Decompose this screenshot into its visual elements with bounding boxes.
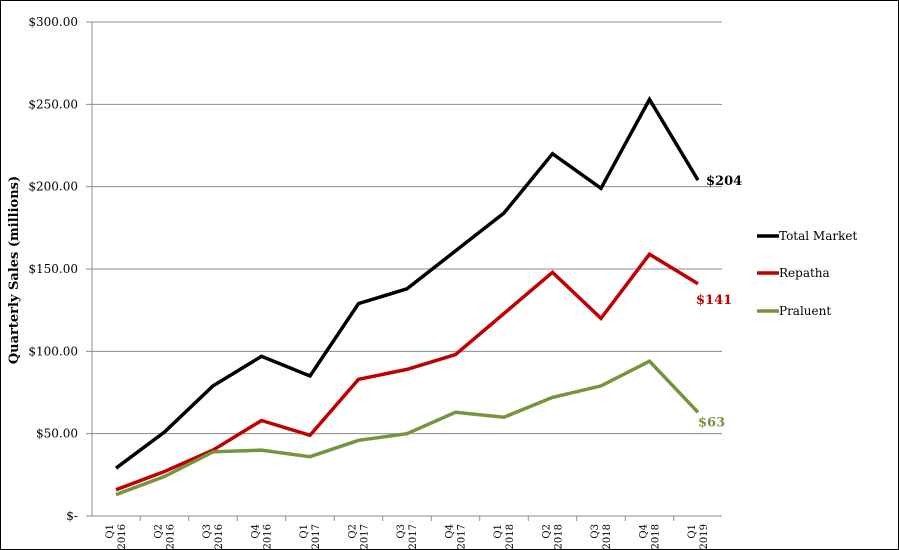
- x-tick-label: Q2 2017: [348, 524, 371, 549]
- legend-item: Praluent: [757, 304, 831, 318]
- series-line-total-market: [114, 95, 700, 470]
- x-tick-quarter: Q4: [639, 524, 650, 539]
- x-tick-quarter: Q1: [105, 524, 116, 539]
- y-tick-label: $50.00: [36, 427, 78, 441]
- x-tick-year: 2016: [214, 524, 225, 549]
- legend-item: Repatha: [757, 266, 830, 280]
- x-tick-label: Q3 2017: [396, 524, 419, 549]
- x-tick-label: Q4 2016: [251, 524, 274, 549]
- x-tick-year: 2019: [699, 524, 710, 549]
- x-tick-quarter: Q1: [687, 524, 698, 539]
- x-tick-year: 2018: [651, 524, 662, 549]
- x-tick-quarter: Q3: [396, 524, 407, 539]
- y-tick-label: $300.00: [28, 15, 78, 29]
- x-tick-year: 2018: [505, 524, 516, 549]
- y-axis-ticks: $- $50.00 $100.00 $150.00 $200.00 $250.00 $300…: [28, 15, 78, 523]
- x-tick-quarter: Q1: [493, 524, 504, 539]
- y-axis-title: Quarterly Sales (millions): [7, 176, 22, 364]
- x-tick-year: 2016: [166, 524, 177, 549]
- y-tick-label: $250.00: [28, 97, 78, 111]
- x-tick-quarter: Q2: [348, 524, 359, 539]
- gridlines: [92, 21, 722, 435]
- x-tick-quarter: Q3: [202, 524, 213, 539]
- series-line-praluent: [115, 359, 700, 497]
- legend-label: Total Market: [779, 229, 857, 243]
- y-tick-label: $-: [66, 509, 78, 523]
- x-tick-quarter: Q2: [154, 524, 165, 539]
- end-value-label: $204: [706, 174, 742, 189]
- x-tick-year: 2017: [457, 524, 468, 549]
- x-tick-label: Q4 2018: [639, 524, 662, 549]
- x-tick-year: 2016: [117, 524, 128, 549]
- x-tick-label: Q3 2016: [202, 524, 225, 549]
- y-tick-label: $100.00: [28, 344, 78, 358]
- x-tick-label: Q4 2017: [445, 524, 468, 549]
- axes: [86, 21, 722, 521]
- legend: Total Market Repatha Praluent: [757, 229, 857, 318]
- x-tick-label: Q1 2017: [299, 524, 322, 549]
- x-tick-label: Q3 2018: [590, 524, 613, 549]
- series-lines: [114, 95, 700, 497]
- x-tick-year: 2018: [554, 524, 565, 549]
- x-tick-quarter: Q3: [590, 524, 601, 539]
- x-tick-year: 2017: [360, 524, 371, 549]
- legend-label: Repatha: [779, 266, 830, 280]
- end-labels: $204 $141 $63: [696, 174, 742, 430]
- end-value-label: $63: [698, 415, 725, 430]
- x-tick-year: 2016: [263, 524, 274, 549]
- x-tick-year: 2017: [311, 524, 322, 549]
- x-tick-quarter: Q2: [542, 524, 553, 539]
- x-tick-quarter: Q4: [251, 524, 262, 539]
- legend-label: Praluent: [779, 304, 831, 318]
- x-tick-quarter: Q1: [299, 524, 310, 539]
- legend-item: Total Market: [757, 229, 857, 243]
- x-tick-label: Q1 2019: [687, 524, 710, 549]
- x-tick-label: Q2 2016: [154, 524, 177, 549]
- y-tick-label: $150.00: [28, 262, 78, 276]
- x-tick-label: Q1 2016: [105, 524, 128, 549]
- x-axis-ticks: Q1 2016 Q2 2016 Q3 2016 Q4 2016 Q1 2017 Q2 2017 Q3 20…: [105, 524, 710, 549]
- x-tick-year: 2018: [602, 524, 613, 549]
- y-tick-label: $200.00: [28, 180, 78, 194]
- end-value-label: $141: [696, 293, 732, 308]
- x-tick-year: 2017: [408, 524, 419, 549]
- x-tick-label: Q2 2018: [542, 524, 565, 549]
- x-tick-label: Q1 2018: [493, 524, 516, 549]
- x-tick-quarter: Q4: [445, 524, 456, 539]
